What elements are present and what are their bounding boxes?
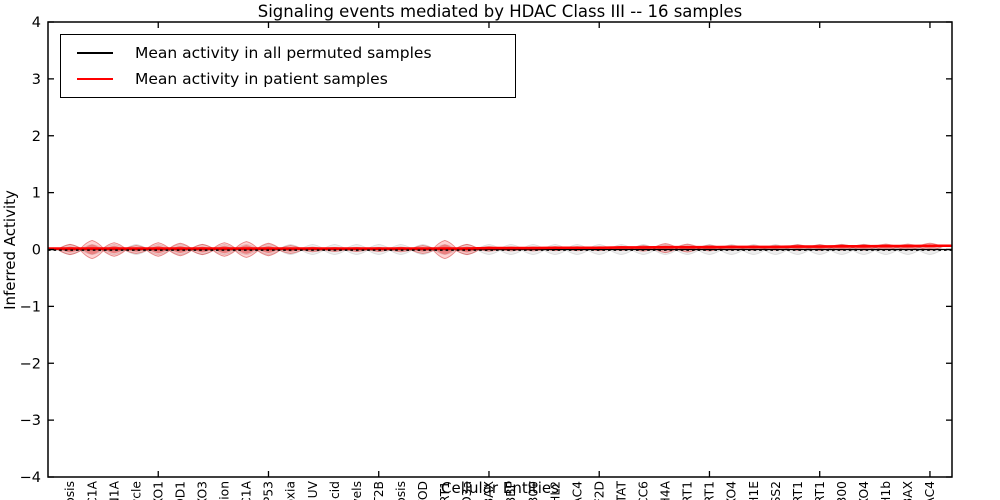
legend: Mean activity in all permuted samples Me… [60,34,516,98]
legend-label-permuted: Mean activity in all permuted samples [135,44,432,63]
x-entity-label: MEF2D [592,481,606,500]
x-entity-label: FOXO4 [725,481,739,500]
x-entity-label: FOXO1 [151,481,165,500]
y-tick-label: 0 [32,243,41,259]
x-entity-label: SIRT1/MEF2D/HDAC4 [923,481,937,500]
x-entity-label: response to nutrient levels [350,481,364,500]
x-entity-label: muscle cell differentiation [218,481,232,500]
x-entity-label: HIST2H4A [659,480,673,500]
legend-item-permuted: Mean activity in all permuted samples [61,44,515,62]
patient-mean-line [48,244,952,250]
x-entity-label: XRCC6 [637,481,651,500]
x-entity-label: regulation of S phase of mitotic cell cy… [129,481,143,500]
legend-item-patient: Mean activity in patient samples [61,70,515,88]
x-entity-label: KAT2B [372,481,386,500]
x-entity-label: SIRT1/FOXO3a [460,481,474,500]
x-entity-label: SIRT1/FOXO4 [857,481,871,500]
x-entity-label: SIRT1/PCAF/MYOD [416,481,430,500]
x-entity-label: HDAC4 [570,481,584,500]
x-entity-label: response to UV [306,480,320,500]
permuted-line-swatch [77,52,113,55]
x-entity-label: induction of apoptosis [394,481,408,500]
y-tick-label: −1 [20,299,41,315]
x-entity-label: KU70/SIRT1 [813,481,827,500]
x-entity-label: MYOD1 [173,481,187,500]
y-axis-title: Inferred Activity [1,190,19,310]
x-entity-label: BAX [482,480,496,500]
x-entity-label: response to hypoxia [284,481,298,500]
patient-line-swatch [77,77,113,80]
y-tick-label: −4 [20,470,41,486]
x-entity-label: EP300 [526,481,540,500]
x-entity-label: TAT [614,481,628,500]
x-entity-label: p53/SIRT1 [438,481,452,500]
legend-label-patient: Mean activity in patient samples [135,69,388,88]
x-entity-label: SIRT1/Histone H1b [879,481,893,500]
y-tick-label: −3 [20,413,41,429]
x-entity-label: ACSS2 [769,481,783,500]
x-entity-label: HIST1H1E [747,481,761,500]
x-entity-label: CDKN1A [107,480,121,500]
y-tick-label: 3 [32,72,41,88]
x-entity-label: TP53 [262,481,276,500]
x-entity-label: FOXO3 [196,481,210,500]
y-tick-label: 2 [32,129,41,145]
x-entity-label: SIRT1 [703,481,717,500]
y-tick-label: −2 [20,356,41,372]
chart-title: Signaling events mediated by HDAC Class … [257,2,743,21]
x-entity-label: SIRT1/p300 [835,481,849,500]
x-entity-label: KU70/SIRT1/BAX [901,480,915,500]
x-entity-label: SIRT1/PGC1A [240,480,254,500]
x-entity-label: FOXO1/FHL2/SIRT1 [681,481,695,500]
x-entity-label: PPARGC1A [85,480,99,500]
x-entity-label: mol:Lysophosphatidic acid [328,481,342,500]
y-tick-label: 4 [32,15,41,31]
x-entity-label: apoptosis [63,481,77,500]
y-tick-label: 1 [32,186,41,202]
x-entity-label: HIV-1 Tat/SIRT1 [791,481,805,500]
x-axis-title: Cellular Entities [441,479,559,497]
x-entity-label: FHL2 [548,481,562,500]
x-entity-label: CREBBP [504,481,518,500]
